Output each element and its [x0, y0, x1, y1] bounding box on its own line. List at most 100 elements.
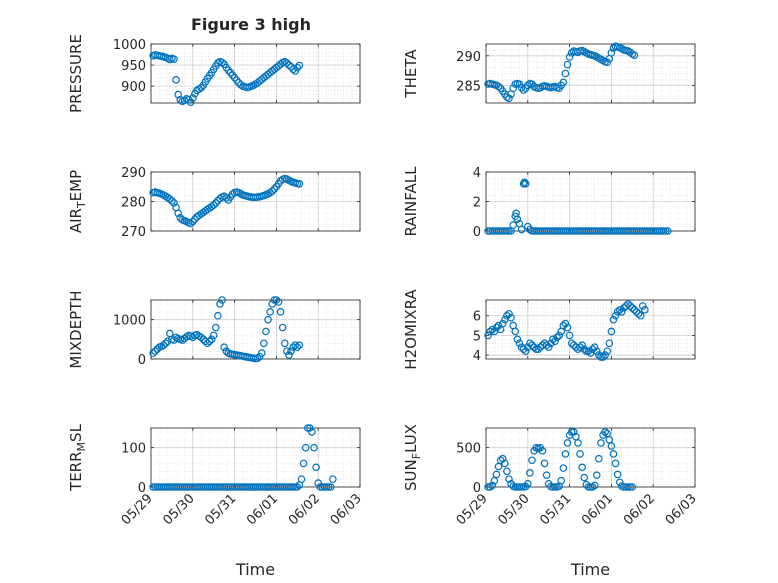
sun-flux-point	[626, 483, 635, 491]
air-temp-point	[295, 180, 304, 188]
mixdepth-point	[203, 339, 212, 348]
h2omixra-point	[578, 341, 586, 350]
sun-flux-point	[609, 450, 618, 458]
sun-flux-point	[569, 428, 578, 436]
mixdepth-point	[260, 339, 268, 348]
panel-sun-flux: 0 500 SUNFLUX 05/29 05/30 05/31 06/01 06/02 06/0…	[402, 424, 700, 579]
sun-flux-point	[523, 480, 532, 488]
h2omixra-point	[486, 327, 494, 336]
terr-msl-y-tick-label: 0	[138, 481, 146, 496]
h2omixra-point	[492, 323, 501, 332]
h2omixra-point	[507, 313, 515, 322]
mixdepth-point	[264, 315, 272, 324]
terr-msl-y-tick-label: 100	[121, 442, 146, 457]
sun-flux-point	[611, 459, 620, 468]
mixdepth-axes-bg	[151, 300, 360, 359]
terr-msl-x-tick-label: 06/01	[244, 491, 281, 528]
pressure-point	[186, 98, 195, 106]
pressure-y-tick-label: 900	[121, 80, 146, 95]
mixdepth-point	[209, 331, 218, 340]
sun-flux-point	[538, 447, 547, 455]
theta-point	[561, 69, 570, 78]
terr-msl-x-tick-label: 05/30	[161, 491, 198, 528]
rainfall-point	[517, 225, 526, 234]
sun-flux-x-tick-label: 06/03	[663, 491, 700, 528]
h2omixra-point	[592, 347, 601, 355]
terr-msl-point	[291, 483, 300, 491]
h2omixra-point	[601, 351, 609, 359]
pressure-point	[293, 63, 302, 72]
h2omixra-point	[638, 302, 647, 310]
h2omixra-ylabel: H2OMIXRA	[402, 289, 420, 370]
sun-flux-point	[563, 439, 572, 447]
mixdepth-ylabel: MIXDEPTH	[67, 290, 85, 368]
pressure-y-tick-label: 1000	[113, 38, 146, 53]
sun-flux-point	[505, 475, 513, 483]
h2omixra-point	[561, 319, 570, 328]
sun-flux-point	[501, 459, 509, 468]
terr-msl-x-tick-label: 05/31	[202, 491, 239, 528]
terr-msl-point	[306, 424, 314, 432]
theta-point	[565, 53, 574, 61]
sun-flux-x-tick-label: 06/02	[621, 491, 658, 528]
sun-flux-point	[542, 471, 551, 480]
rainfall-point	[505, 227, 513, 235]
sun-flux-ylabel: SUNFLUX	[402, 424, 423, 491]
sun-flux-point	[592, 471, 601, 480]
h2omixra-point	[534, 345, 543, 353]
terr-msl-point	[324, 483, 333, 491]
h2omixra-point	[542, 341, 551, 350]
mixdepth-point	[293, 343, 302, 352]
sun-flux-y-tick-label: 500	[456, 442, 481, 457]
terr-msl-x-tick-label: 05/29	[119, 491, 156, 528]
h2omixra-y-tick-label: 4	[473, 349, 481, 364]
h2omixra-point	[526, 339, 534, 348]
terr-msl-point	[310, 443, 318, 452]
h2omixra-point	[628, 304, 637, 312]
sun-flux-point	[488, 481, 497, 490]
panel-rainfall: 0 2 4 RAINFALL	[402, 166, 696, 240]
theta-axes-box	[485, 43, 696, 104]
mixdepth-point	[262, 327, 270, 336]
h2omixra-point	[624, 300, 632, 308]
air-temp-point	[211, 199, 220, 207]
h2omixra-point	[597, 353, 605, 361]
mixdepth-point	[214, 311, 222, 320]
h2omixra-point	[584, 347, 593, 355]
h2omixra-point	[513, 335, 522, 344]
h2omixra-point	[590, 343, 599, 352]
h2omixra-point	[546, 339, 555, 348]
theta-point	[563, 60, 572, 69]
sun-flux-point	[615, 478, 624, 487]
air-temp-point	[166, 195, 174, 203]
theta-point	[505, 94, 513, 103]
mixdepth-point	[266, 307, 274, 316]
h2omixra-point	[636, 311, 645, 320]
theta-point	[559, 78, 568, 87]
sun-flux-point	[567, 428, 576, 436]
mixdepth-point	[218, 296, 226, 304]
theta-y-tick-label: 290	[456, 50, 481, 65]
air-temp-y-tick-label: 270	[121, 225, 146, 240]
terr-msl-xlabel: Time	[235, 560, 275, 579]
h2omixra-point	[494, 321, 503, 330]
pressure-point	[295, 61, 304, 70]
terr-msl-x-tick-label: 06/03	[328, 491, 365, 528]
sun-flux-point	[498, 454, 507, 463]
pressure-point	[189, 94, 197, 102]
sun-flux-point	[588, 483, 597, 491]
sun-flux-y-tick-label: 0	[473, 481, 481, 496]
h2omixra-point	[613, 307, 622, 316]
rainfall-point	[503, 227, 511, 235]
sun-flux-point	[503, 467, 511, 476]
h2omixra-point	[609, 315, 618, 324]
sun-flux-point	[586, 483, 595, 491]
pressure-ylabel: PRESSURE	[67, 34, 85, 113]
air-temp-point	[168, 197, 176, 205]
figure-title: Figure 3 high	[191, 15, 311, 34]
air-temp-point	[268, 187, 277, 195]
mixdepth-point	[216, 300, 224, 308]
panel-air-temp: 270 280 290 AIRTEMP	[67, 166, 361, 240]
terr-msl-point	[312, 463, 320, 472]
sun-flux-axes-bg	[486, 428, 695, 487]
